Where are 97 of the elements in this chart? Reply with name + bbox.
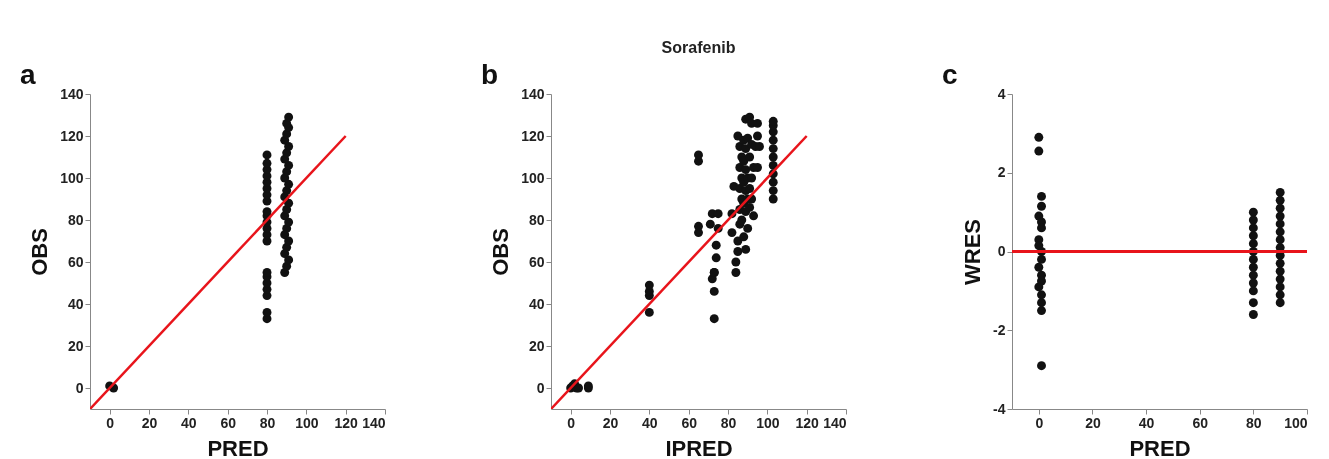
text: c: [942, 59, 958, 90]
y-tick-label: 40: [67, 295, 84, 312]
y-tick-label: 4: [997, 85, 1006, 102]
point: [1248, 286, 1258, 296]
point: [1275, 235, 1285, 245]
text: a: [20, 59, 36, 90]
y-tick-label: 100: [521, 169, 545, 186]
point: [262, 150, 272, 160]
y-axis-title: OBS: [27, 228, 53, 276]
x-axis-title: IPRED: [665, 435, 733, 459]
point: [1248, 207, 1258, 217]
y-tick-label: 20: [67, 337, 84, 354]
point: [1275, 258, 1285, 268]
x-axis-title: PRED: [1129, 435, 1191, 459]
point: [1034, 132, 1044, 142]
point: [1275, 282, 1285, 292]
point: [1034, 282, 1044, 292]
point: [284, 160, 294, 170]
y-tick-label: -2: [993, 321, 1006, 338]
x-axis-title: PRED: [207, 435, 269, 459]
x-tick-label: 20: [1085, 414, 1101, 431]
y-tick-label: 100: [60, 169, 84, 186]
text: b: [481, 59, 499, 90]
y-tick-label: 0: [997, 243, 1006, 259]
point: [1275, 290, 1285, 300]
point: [1248, 254, 1258, 264]
x-tick-label: 80: [259, 414, 276, 431]
point: [1248, 270, 1258, 280]
point: [1275, 195, 1285, 205]
x-tick-label: 80: [1246, 414, 1262, 431]
x-tick-label: 0: [1035, 414, 1044, 431]
point: [1037, 254, 1046, 264]
x-tick-label: 120: [795, 414, 820, 431]
x-tick-label: 100: [756, 414, 780, 431]
x-tick-label: 20: [602, 414, 619, 431]
x-tick-label: 20: [141, 414, 158, 431]
point: [1275, 219, 1285, 229]
point: [1037, 191, 1046, 201]
x-tick-label: 60: [1192, 414, 1209, 431]
y-tick-label: 20: [528, 337, 545, 354]
point: [1275, 227, 1285, 237]
x-tick-label: 40: [1138, 414, 1155, 431]
y-tick-label: 60: [67, 253, 84, 270]
y-tick-label: 40: [528, 295, 545, 312]
point: [1034, 262, 1044, 272]
y-tick-label: 80: [528, 211, 545, 228]
point: [1275, 203, 1285, 213]
x-tick-label: 40: [642, 414, 658, 431]
point: [1248, 231, 1258, 241]
point: [284, 142, 294, 151]
y-axis-title: WRES: [960, 219, 986, 285]
point: [284, 179, 294, 189]
point: [284, 217, 294, 227]
point: [1248, 278, 1258, 288]
point: [1248, 310, 1258, 319]
y-tick-label: 80: [67, 211, 84, 228]
x-tick-label: 0: [106, 414, 115, 431]
x-tick-label: 100: [295, 414, 319, 431]
y-tick-label: 0: [536, 379, 545, 396]
point: [1248, 215, 1258, 225]
chart-title: Sorafenib: [661, 39, 736, 56]
point: [1037, 201, 1046, 211]
point: [1275, 211, 1285, 221]
x-tick-label: 100: [1284, 414, 1308, 431]
x-tick-label: 60: [681, 414, 698, 431]
point: [1275, 298, 1285, 308]
x-tick-label: 60: [220, 414, 237, 431]
y-tick-label: 120: [60, 127, 84, 144]
y-tick-label: 60: [528, 253, 545, 270]
point: [1248, 262, 1258, 272]
point: [262, 158, 272, 168]
y-tick-label: 140: [60, 85, 84, 102]
point: [1248, 239, 1258, 249]
point: [1275, 274, 1285, 284]
y-tick-label: -4: [993, 400, 1006, 417]
y-axis-title: OBS: [488, 228, 514, 276]
y-tick-label: 140: [521, 85, 545, 102]
x-tick-label: 0: [567, 414, 576, 431]
point: [1034, 146, 1044, 156]
y-tick-label: 2: [997, 164, 1006, 181]
point: [1275, 187, 1285, 197]
point: [262, 307, 272, 317]
point: [284, 112, 294, 122]
x-tick-label: 140: [362, 414, 386, 431]
point: [1248, 298, 1258, 308]
point: [1037, 290, 1046, 300]
x-tick-label: 40: [181, 414, 197, 431]
point: [1037, 361, 1046, 371]
point: [1248, 223, 1258, 233]
x-tick-label: 140: [823, 414, 847, 431]
x-tick-label: 120: [334, 414, 359, 431]
y-tick-label: 120: [521, 127, 545, 144]
point: [1275, 266, 1285, 276]
y-tick-label: 0: [75, 379, 84, 396]
x-tick-label: 80: [720, 414, 737, 431]
point: [1037, 298, 1046, 308]
point: [1037, 306, 1046, 316]
